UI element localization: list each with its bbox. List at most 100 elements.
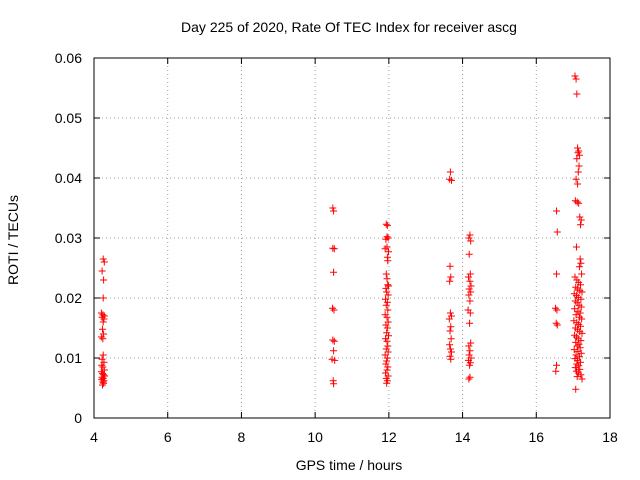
data-point [446, 309, 454, 317]
data-point [448, 348, 456, 356]
data-point [577, 358, 585, 366]
data-point [384, 306, 392, 314]
data-point [578, 375, 586, 383]
data-point [467, 282, 475, 290]
data-point [382, 220, 390, 228]
data-point [384, 257, 392, 265]
data-point [572, 385, 580, 393]
data-point [570, 317, 578, 325]
data-point [383, 275, 391, 283]
data-point [577, 322, 585, 330]
data-point [577, 216, 585, 224]
data-point [446, 327, 454, 335]
data-point [576, 255, 584, 263]
data-point [465, 234, 473, 242]
data-point [578, 270, 586, 278]
data-point [384, 281, 392, 289]
data-point [465, 351, 473, 359]
data-point [383, 243, 391, 251]
data-point [553, 361, 561, 369]
data-point [384, 332, 392, 340]
x-tick-label: 12 [381, 429, 397, 445]
y-tick-label: 0.05 [55, 110, 82, 126]
data-point [571, 72, 579, 80]
data-point [553, 321, 561, 329]
data-point [329, 204, 337, 212]
data-point [447, 323, 455, 331]
data-point [572, 175, 580, 183]
data-point [551, 304, 559, 312]
data-point [467, 288, 475, 296]
data-point [383, 298, 391, 306]
data-point [575, 199, 583, 207]
data-point [578, 288, 586, 296]
y-tick-label: 0.01 [55, 350, 82, 366]
data-point [382, 270, 390, 278]
data-point [330, 306, 338, 314]
data-point [574, 180, 582, 188]
data-point [572, 75, 580, 83]
data-point [577, 295, 585, 303]
data-point [572, 351, 580, 359]
x-tick-label: 8 [238, 429, 246, 445]
data-point [466, 361, 474, 369]
data-point [577, 281, 585, 289]
data-point [465, 375, 473, 383]
data-point [573, 373, 581, 381]
data-point [466, 309, 474, 317]
data-point [384, 291, 392, 299]
data-point [575, 263, 583, 271]
data-point [572, 338, 580, 346]
data-point [573, 342, 581, 350]
data-point [448, 176, 456, 184]
data-point [578, 315, 586, 323]
data-point [383, 379, 391, 387]
data-point [447, 273, 455, 281]
data-point [577, 349, 585, 357]
data-point [572, 243, 580, 251]
data-point [552, 319, 560, 327]
y-axis-label: ROTI / TECUs [5, 195, 21, 285]
y-tick-label: 0.03 [55, 230, 82, 246]
data-point [572, 333, 580, 341]
data-point [574, 356, 582, 364]
data-point [553, 228, 561, 236]
data-point [100, 258, 108, 266]
x-tick-label: 18 [602, 429, 618, 445]
data-point [383, 337, 391, 345]
data-point [100, 276, 108, 284]
plot-area-border [93, 57, 611, 419]
data-point [383, 221, 391, 229]
data-point [330, 268, 338, 276]
data-point [98, 267, 106, 275]
x-tick-label: 4 [90, 429, 98, 445]
data-point [571, 364, 579, 372]
data-point [382, 284, 390, 292]
data-point [384, 348, 392, 356]
data-point [466, 347, 474, 355]
x-tick-label: 6 [164, 429, 172, 445]
data-point [446, 277, 454, 285]
data-point [98, 325, 106, 333]
data-point [575, 340, 583, 348]
data-point [445, 315, 453, 323]
data-point [329, 244, 337, 252]
data-point [553, 270, 561, 278]
data-point [328, 304, 336, 312]
data-point [466, 373, 474, 381]
data-point [330, 347, 338, 355]
data-point [466, 231, 474, 239]
data-point [575, 151, 583, 159]
data-point [382, 301, 390, 309]
data-point [447, 335, 455, 343]
data-point [381, 245, 389, 253]
data-point [384, 342, 392, 350]
data-point [99, 294, 107, 302]
data-point [576, 365, 584, 373]
data-point [446, 262, 454, 270]
data-point [384, 363, 392, 371]
data-point [576, 344, 584, 352]
data-point [573, 90, 581, 98]
data-point [553, 306, 561, 314]
data-point [99, 363, 107, 371]
